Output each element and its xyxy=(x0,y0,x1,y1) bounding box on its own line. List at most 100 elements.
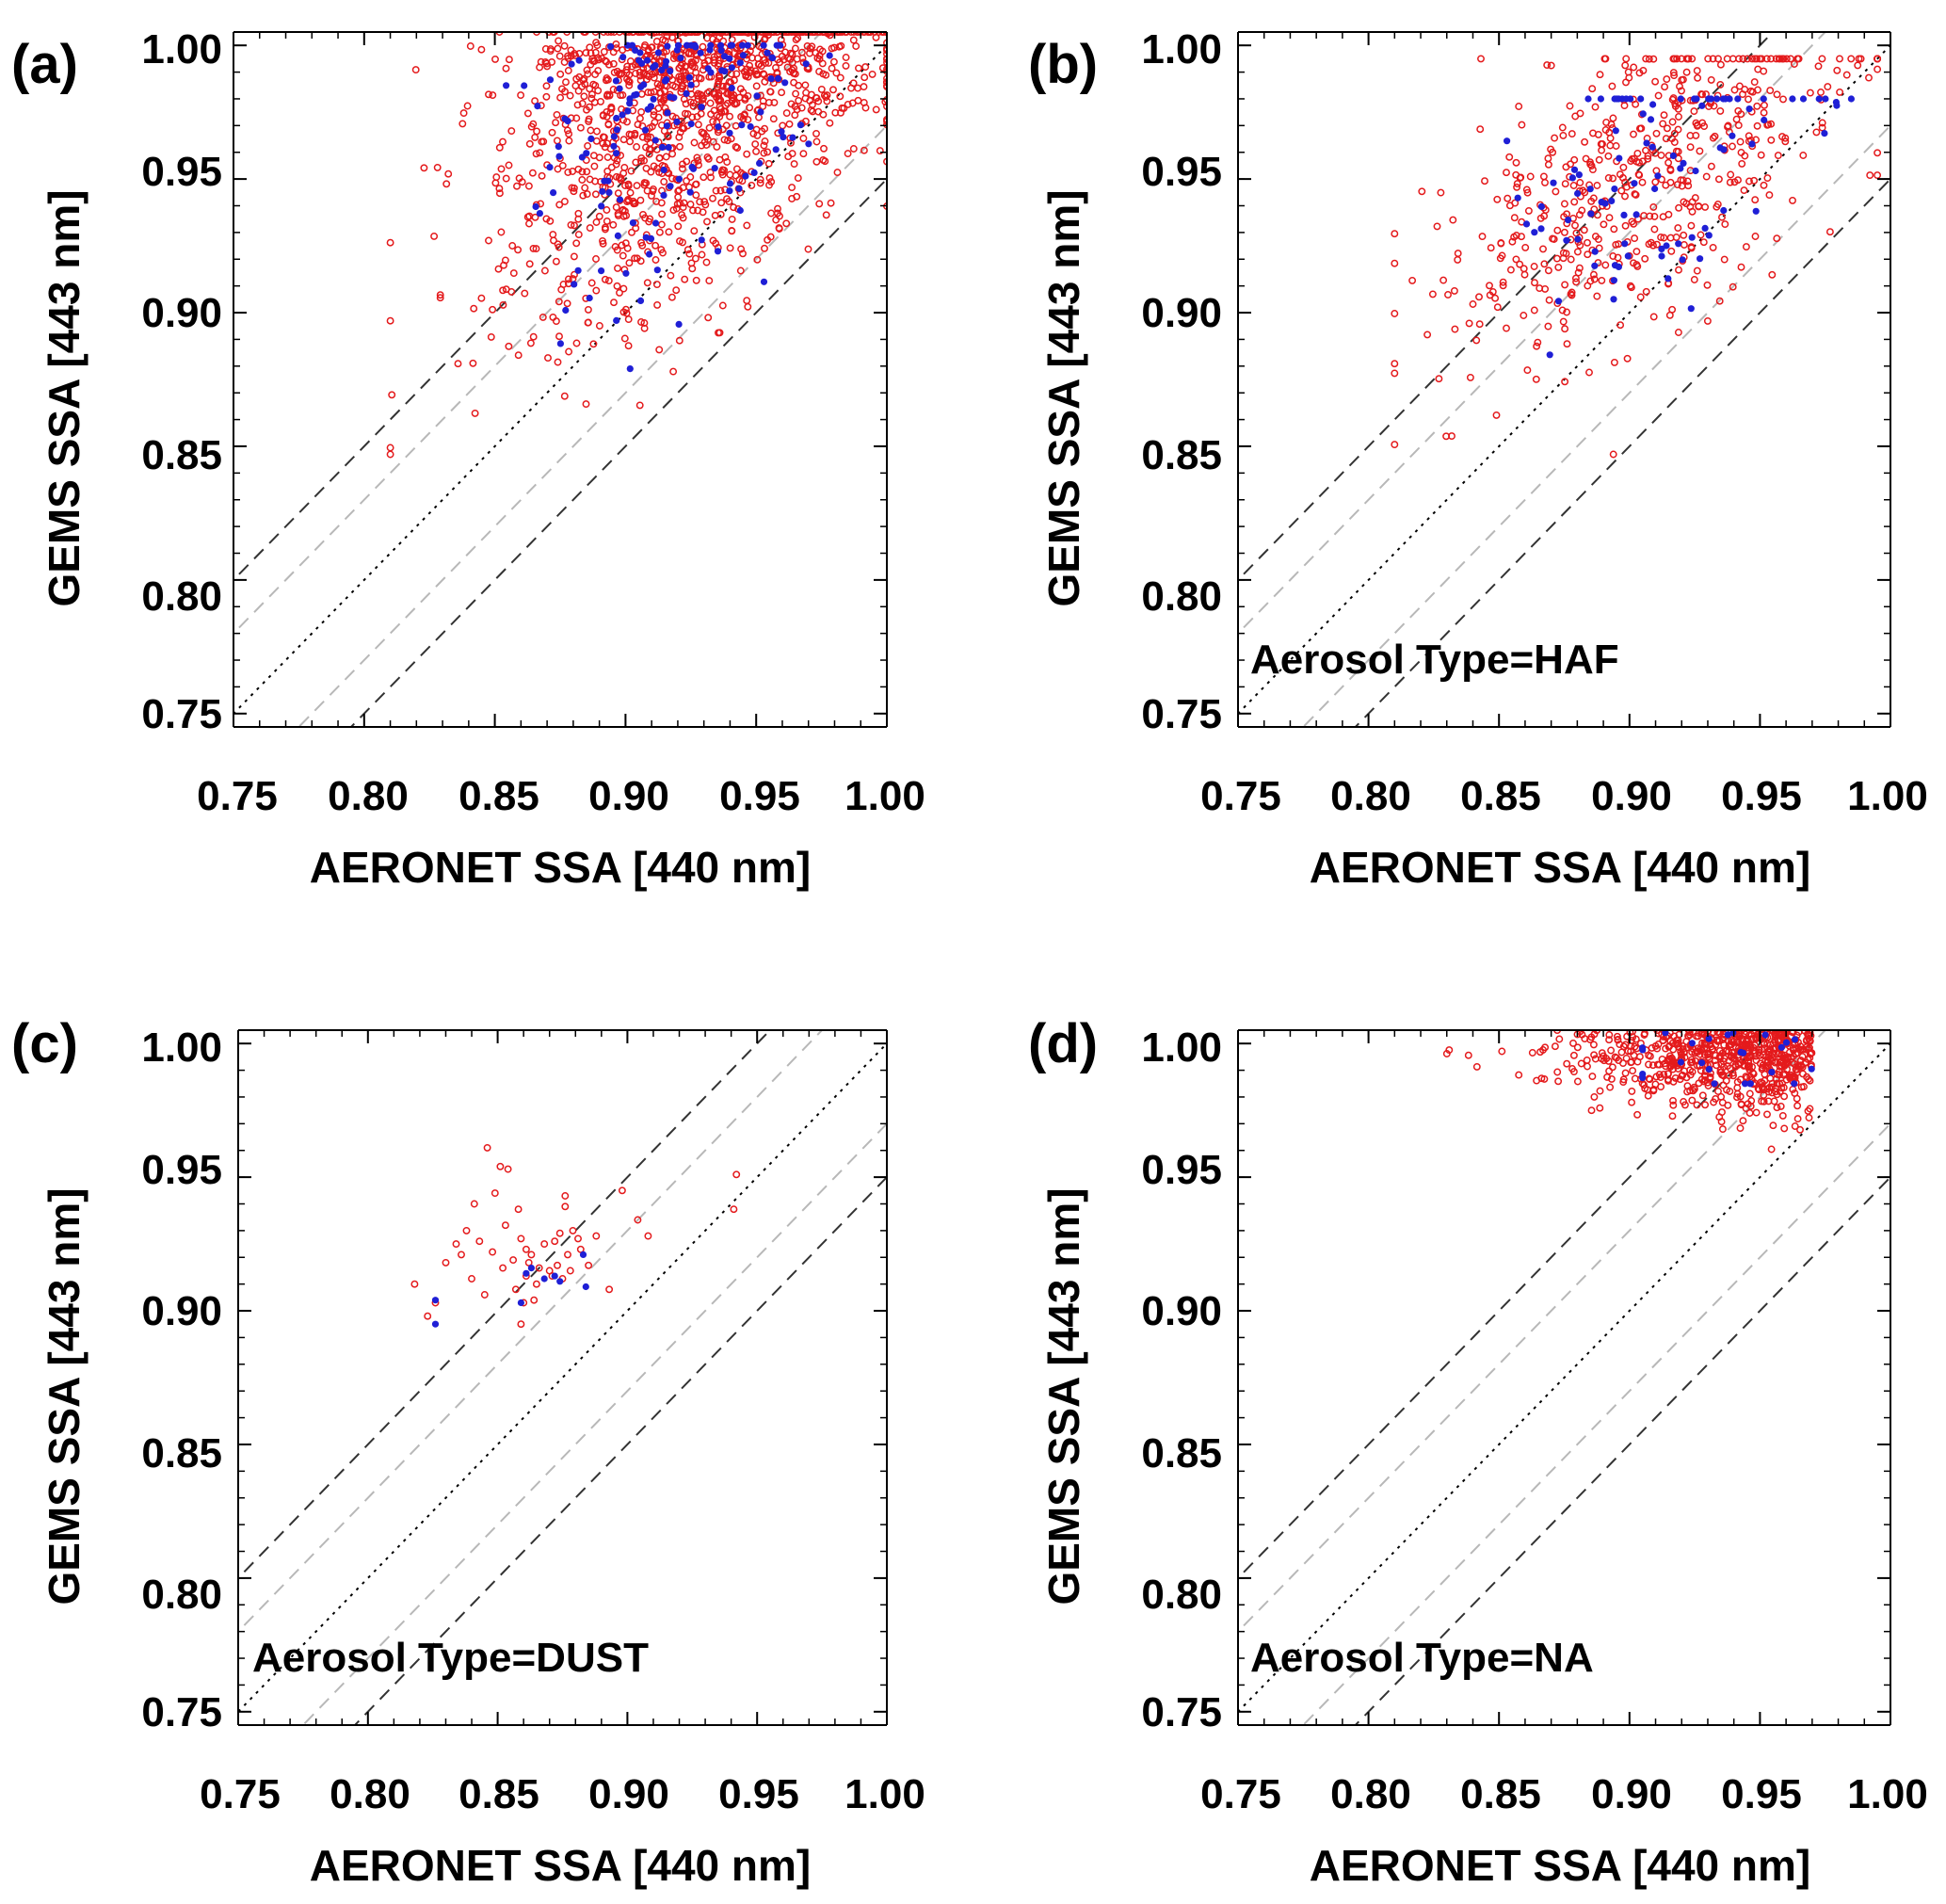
panel-a-highlighted-point xyxy=(687,81,695,89)
panel-b-data-point xyxy=(1668,118,1677,126)
panel-a-data-point xyxy=(812,157,821,166)
panel-d-data-point xyxy=(1739,1117,1747,1125)
panel-b-data-point xyxy=(1707,162,1715,170)
panel-a-data-point xyxy=(716,73,724,82)
panel-a-highlighted-point xyxy=(550,189,557,197)
panel-d-data-point xyxy=(1627,1057,1635,1066)
panel-b-data-point xyxy=(1680,198,1688,206)
panel-a-data-point xyxy=(533,32,540,36)
panel-a-data-point xyxy=(711,32,719,36)
panel-d-data-point xyxy=(1796,1057,1805,1065)
panel-b-highlighted-point xyxy=(1679,256,1686,264)
panel-a-data-point xyxy=(709,194,716,202)
panel-a-data-point xyxy=(766,233,775,241)
panel-b-data-point xyxy=(1684,182,1693,190)
panel-a-data-point xyxy=(802,89,811,97)
panel-a-x-axis-title: AERONET SSA [440 nm] xyxy=(310,843,812,892)
panel-b-data-point xyxy=(1552,254,1561,263)
panel-a-data-point xyxy=(564,275,572,283)
panel-a-highlighted-point xyxy=(568,60,575,68)
panel-a-data-point xyxy=(753,32,762,36)
panel-a-highlighted-point xyxy=(805,140,812,148)
panel-b-data-point xyxy=(1544,160,1552,169)
panel-a-data-point xyxy=(583,105,590,114)
panel-a-data-point xyxy=(806,49,813,57)
panel-a-data-point xyxy=(694,32,702,36)
panel-a-data-point xyxy=(558,161,567,169)
panel-c-annotation: Aerosol Type=DUST xyxy=(252,1635,649,1681)
panel-b-data-point xyxy=(1449,216,1457,224)
panel-c-data-point xyxy=(592,1232,601,1240)
panel-a-x-tick-labels: 0.75 0.80 0.85 0.90 0.95 1.00 xyxy=(197,773,925,819)
panel-a-data-point xyxy=(587,126,595,135)
panel-d-data-point xyxy=(1633,1057,1642,1066)
panel-d-data-point xyxy=(1614,1036,1622,1044)
panel-b-data-point xyxy=(1543,61,1552,70)
panel-a-data-point xyxy=(761,137,769,145)
panel-a-highlighted-point xyxy=(698,236,705,244)
panel-b-data-point xyxy=(1584,250,1592,259)
panel-d-highlighted-point xyxy=(1698,1059,1706,1067)
panel-b-data-point xyxy=(1601,261,1610,269)
panel-b-data-point xyxy=(1732,115,1741,123)
panel-a-data-point xyxy=(436,291,444,299)
panel-a-data-point xyxy=(774,204,781,213)
panel-b-data-point xyxy=(1605,128,1614,137)
panel-d-upper-outer-envelope-line xyxy=(1238,1030,1775,1580)
panel-b-data-point xyxy=(1575,264,1584,272)
panel-a-data-point xyxy=(691,56,700,65)
panel-b-data-point xyxy=(1650,225,1659,234)
panel-a-data-point xyxy=(715,97,723,105)
panel-a-data-point xyxy=(732,70,741,78)
panel-a-data-point xyxy=(525,139,534,148)
panel-a-data-point xyxy=(860,32,869,36)
panel-a-highlighted-point xyxy=(631,91,638,99)
panel-b-data-point xyxy=(1553,226,1562,234)
panel-a-highlighted-point xyxy=(536,210,544,218)
panel-d-data-point xyxy=(1744,1054,1752,1062)
panel-a-data-point xyxy=(502,174,510,183)
panel-b-data-point xyxy=(1627,283,1635,292)
panel-d-data-point xyxy=(1669,1096,1677,1105)
panel-b-data-point xyxy=(1739,90,1746,99)
panel-b-data-point xyxy=(1408,276,1417,284)
panel-a-data-point xyxy=(620,207,629,216)
panel-a-lower-outer-envelope-line xyxy=(349,177,887,727)
panel-a-data-point xyxy=(765,174,774,183)
panel-d-data-point xyxy=(1646,1075,1654,1084)
panel-a-highlighted-point xyxy=(715,123,722,131)
panel-a-data-point xyxy=(560,41,569,50)
panel-a-data-point xyxy=(607,163,616,171)
panel-b-highlighted-point xyxy=(1658,252,1665,260)
panel-d-data-point xyxy=(1573,1043,1582,1052)
panel-a-data-point xyxy=(603,90,612,99)
panel-d-x-tick-labels: 0.75 0.80 0.85 0.90 0.95 1.00 xyxy=(1200,1771,1928,1817)
panel-a-data-point xyxy=(760,71,768,79)
panel-b-data-point xyxy=(1631,190,1639,199)
panel-a-data-point xyxy=(772,216,780,224)
panel-a-x-tick-label: 0.85 xyxy=(458,773,539,819)
panel-d-data-point xyxy=(1554,1077,1563,1086)
panel-a-data-point xyxy=(609,48,618,56)
panel-b-highlighted-point xyxy=(1639,110,1647,118)
panel-a-data-point xyxy=(799,150,808,158)
panel-b-highlighted-point xyxy=(1675,240,1682,248)
panel-a-data-point xyxy=(525,219,533,228)
panel-d-data-point xyxy=(1649,1086,1658,1093)
panel-b-data-point xyxy=(1650,212,1659,220)
panel-a-data-point xyxy=(844,150,852,158)
panel-a-data-point xyxy=(653,300,662,309)
panel-a-data-point xyxy=(572,114,581,122)
panel-c-ticks xyxy=(237,1030,888,1725)
panel-b-data-point xyxy=(1836,88,1844,96)
panel-d-data-point xyxy=(1621,1041,1630,1049)
panel-a-data-point xyxy=(714,32,722,36)
panel-b-highlighted-point xyxy=(1610,296,1617,303)
panel-b-data-point xyxy=(1563,340,1571,348)
panel-d-data-point xyxy=(1660,1071,1668,1078)
panel-b-highlighted-point xyxy=(1651,185,1659,193)
panel-a-highlighted-point xyxy=(575,56,583,64)
panel-b-data-point xyxy=(1657,234,1665,241)
panel-c-data-point xyxy=(483,1143,491,1152)
panel-d-plot-area xyxy=(1238,1030,1890,1725)
